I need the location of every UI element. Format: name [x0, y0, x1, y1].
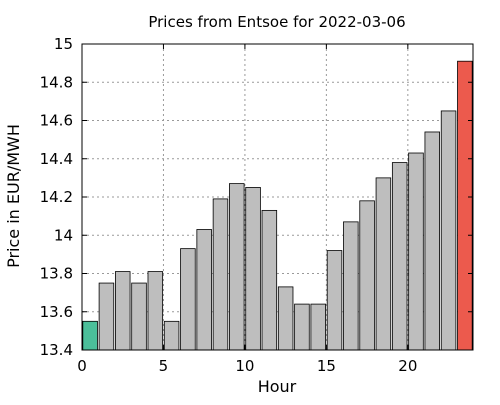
bar-hour-7 [196, 229, 212, 351]
y-tick-label: 13.8 [40, 265, 73, 283]
bar-hour-1 [98, 282, 115, 351]
y-tick-label: 14 [54, 226, 73, 244]
y-tick-label: 13.4 [40, 341, 73, 359]
y-tick-label: 14.4 [40, 150, 73, 168]
bar-hour-14 [310, 303, 326, 351]
bar-hour-3 [131, 282, 147, 351]
bar-hour-10 [245, 187, 261, 351]
y-axis-label: Price in EUR/MWH [4, 124, 23, 268]
bar-hour-2 [114, 271, 131, 351]
bar-hour-9 [229, 183, 245, 351]
bar-hour-13 [294, 303, 310, 351]
y-tick-label: 14.8 [40, 73, 73, 91]
y-tick-label: 15 [54, 35, 73, 53]
tick-marks: 13.4 13.6 13.8 14 14.2 14.4 14.6 14.8 15 0 5 10 15 20 [40, 35, 473, 375]
grid-lines [82, 44, 473, 350]
bar-hour-11 [261, 209, 278, 351]
x-tick-label: 0 [77, 357, 87, 375]
bar-hour-4 [147, 271, 164, 351]
x-axis-label: Hour [258, 377, 297, 396]
bar-hour-5 [163, 320, 180, 351]
bar-hour-20 [408, 152, 424, 351]
x-tick-label: 20 [398, 357, 417, 375]
x-tick-label: 10 [235, 357, 254, 375]
bar-hour-15 [326, 250, 343, 351]
bar-hour-23 [457, 60, 473, 351]
bar-hour-8 [212, 198, 229, 351]
bar-hour-16 [343, 221, 359, 351]
bar-hour-12 [277, 286, 294, 351]
x-tick-label: 15 [317, 357, 336, 375]
bar-hour-19 [391, 162, 408, 351]
bar-hour-21 [424, 131, 441, 351]
y-tick-label: 14.6 [40, 112, 73, 130]
bar-hour-18 [375, 177, 392, 351]
bar-hour-17 [359, 200, 375, 351]
x-tick-label: 5 [159, 357, 169, 375]
y-tick-label: 13.6 [40, 303, 73, 321]
bar-series [82, 60, 473, 351]
bar-hour-6 [180, 248, 196, 351]
y-tick-label: 14.2 [40, 188, 73, 206]
bar-hour-0 [82, 320, 98, 351]
chart-title: Prices from Entsoe for 2022-03-06 [148, 13, 405, 31]
bar-hour-22 [440, 110, 457, 351]
